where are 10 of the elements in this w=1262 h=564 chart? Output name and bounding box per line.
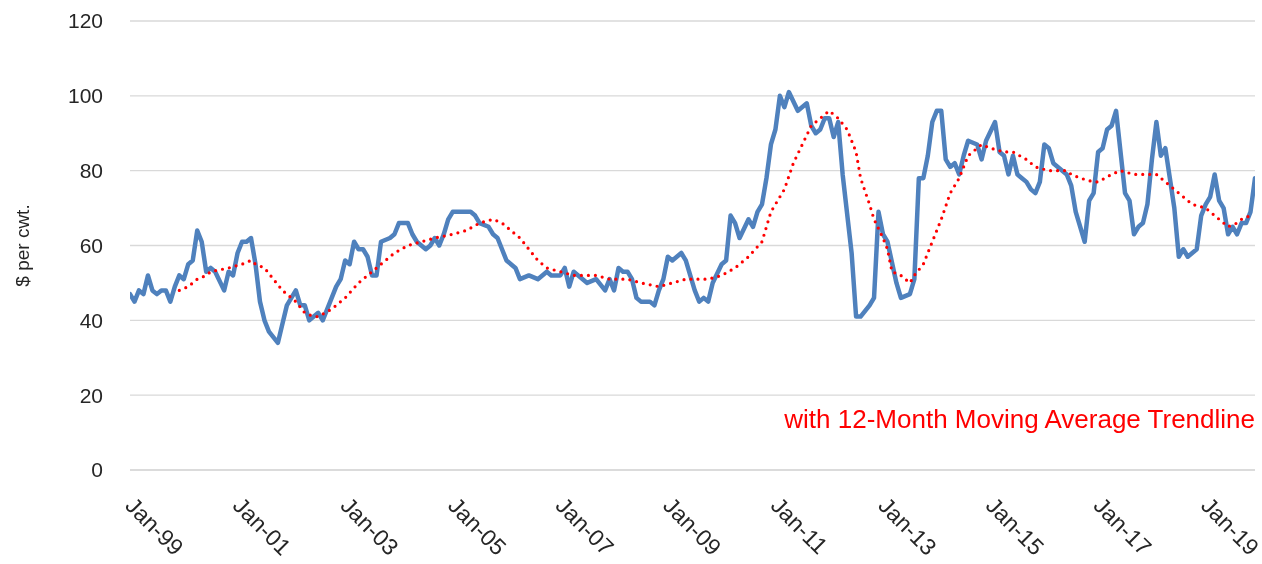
y-tick-label: 60 bbox=[79, 233, 103, 257]
y-tick-label: 100 bbox=[67, 84, 103, 108]
y-tick-label: 40 bbox=[79, 308, 103, 332]
y-tick-label: 20 bbox=[79, 383, 103, 407]
annotation: with 12-Month Moving Average Trendline bbox=[784, 404, 1255, 434]
y-tick-label: 80 bbox=[79, 159, 103, 183]
line-series bbox=[130, 89, 1255, 346]
y-axis-title: $ per cwt. bbox=[11, 204, 33, 287]
y-tick-label: 0 bbox=[91, 458, 103, 482]
y-tick-label: 120 bbox=[67, 9, 103, 33]
